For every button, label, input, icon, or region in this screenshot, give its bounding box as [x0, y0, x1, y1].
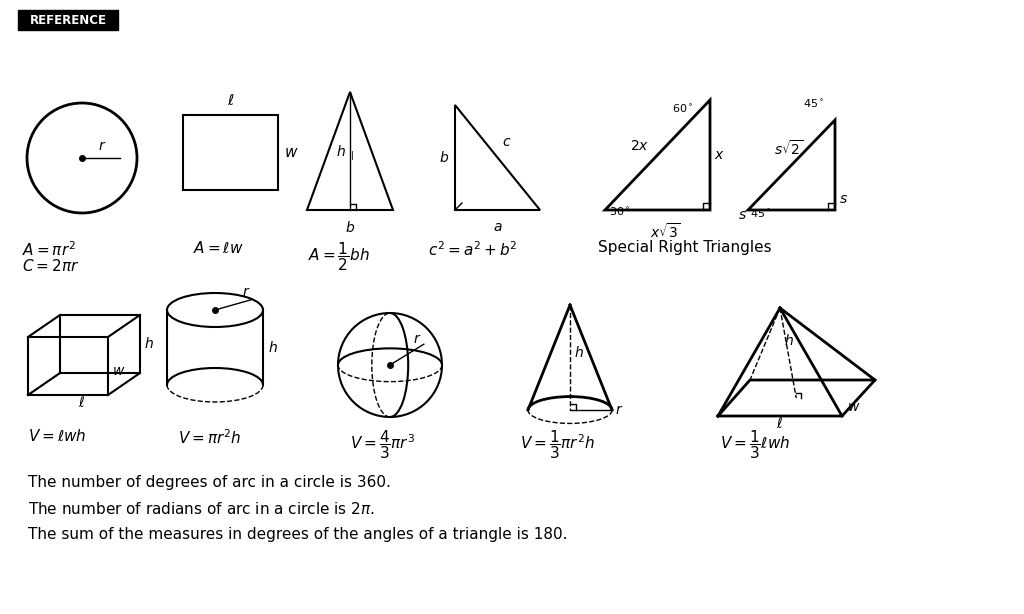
Text: $s\sqrt{2}$: $s\sqrt{2}$: [773, 139, 803, 158]
Text: $C = 2\pi r$: $C = 2\pi r$: [22, 258, 79, 274]
Text: The number of degrees of arc in a circle is 360.: The number of degrees of arc in a circle…: [28, 475, 391, 490]
Text: $h$: $h$: [336, 144, 346, 158]
Text: $c$: $c$: [503, 136, 512, 149]
FancyBboxPatch shape: [18, 10, 118, 30]
Text: $r$: $r$: [97, 139, 106, 153]
Text: |: |: [350, 152, 353, 160]
Text: $w$: $w$: [112, 364, 125, 378]
Text: $2x$: $2x$: [630, 139, 648, 153]
Text: $\ell$: $\ell$: [776, 416, 783, 431]
Text: $A = \pi r^2$: $A = \pi r^2$: [22, 240, 76, 258]
Text: $r$: $r$: [414, 332, 422, 346]
Text: $V = \dfrac{1}{3}\pi r^2 h$: $V = \dfrac{1}{3}\pi r^2 h$: [520, 428, 595, 460]
Text: $V = \ell wh$: $V = \ell wh$: [28, 428, 87, 444]
Text: $s$: $s$: [738, 208, 746, 222]
Text: REFERENCE: REFERENCE: [30, 14, 106, 26]
Text: $h$: $h$: [144, 336, 154, 351]
Text: $c^2 = a^2 + b^2$: $c^2 = a^2 + b^2$: [428, 240, 517, 258]
Text: The sum of the measures in degrees of the angles of a triangle is 180.: The sum of the measures in degrees of th…: [28, 527, 567, 542]
Text: The number of radians of arc in a circle is $2\pi$.: The number of radians of arc in a circle…: [28, 501, 375, 517]
Text: $V = \dfrac{1}{3}\ell wh$: $V = \dfrac{1}{3}\ell wh$: [720, 428, 791, 460]
Bar: [183, 115, 278, 190]
Text: $h$: $h$: [268, 340, 278, 355]
Text: $\ell$: $\ell$: [79, 395, 86, 410]
Text: $s$: $s$: [839, 192, 848, 206]
Text: $a$: $a$: [493, 220, 503, 234]
Text: $b$: $b$: [345, 220, 355, 235]
Text: $x\sqrt{3}$: $x\sqrt{3}$: [649, 222, 680, 241]
Text: Special Right Triangles: Special Right Triangles: [598, 240, 772, 255]
Text: $\ell$: $\ell$: [226, 93, 234, 108]
Text: $45^\circ$: $45^\circ$: [750, 208, 771, 220]
Text: $w$: $w$: [284, 145, 298, 160]
Text: $h$: $h$: [574, 344, 584, 360]
Text: $45^\circ$: $45^\circ$: [803, 98, 824, 110]
Text: $60^\circ$: $60^\circ$: [672, 103, 693, 115]
Text: $V = \pi r^2 h$: $V = \pi r^2 h$: [178, 428, 242, 447]
Text: $x$: $x$: [714, 148, 725, 162]
Text: $A = \ell w$: $A = \ell w$: [193, 240, 244, 256]
Text: $h$: $h$: [784, 333, 794, 348]
Text: $V = \dfrac{4}{3}\pi r^3$: $V = \dfrac{4}{3}\pi r^3$: [350, 428, 415, 460]
Text: $w$: $w$: [847, 400, 860, 414]
Text: $r$: $r$: [242, 286, 251, 300]
Text: $30^\circ$: $30^\circ$: [609, 206, 631, 218]
Text: $b$: $b$: [439, 150, 449, 165]
Text: $A = \dfrac{1}{2}bh$: $A = \dfrac{1}{2}bh$: [308, 240, 370, 273]
Text: $r$: $r$: [615, 403, 624, 417]
